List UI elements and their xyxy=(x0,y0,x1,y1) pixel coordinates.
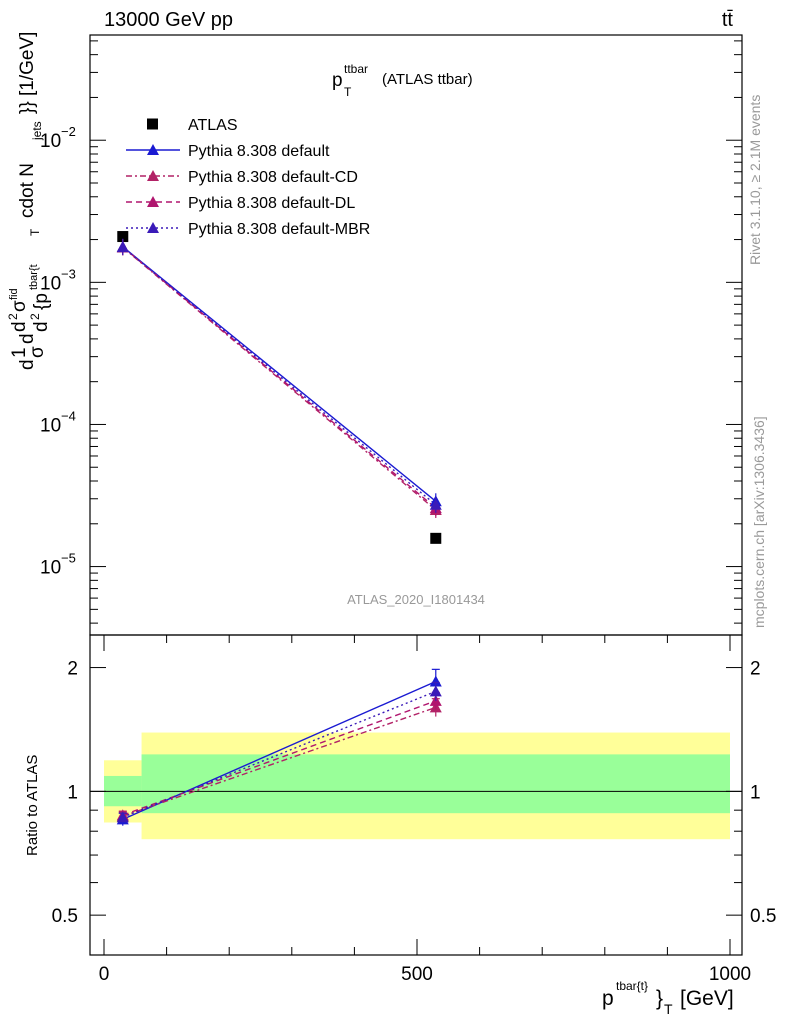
y-axis-label-ratio: Ratio to ATLAS xyxy=(24,755,41,856)
y-axis-label-main: d 1 σ d d 2 σ fid d 2 {p tbar{t T cdot N… xyxy=(6,32,52,370)
header-left: 13000 GeV pp xyxy=(104,9,233,31)
legend-marker-2 xyxy=(147,170,159,181)
y-tick-label-exp-3: −2 xyxy=(61,124,76,139)
ylabel-p6: 2 xyxy=(6,313,20,320)
legend-marker-4 xyxy=(147,222,159,233)
y-tick-label-2: 10 xyxy=(40,273,61,294)
main-point-0-1 xyxy=(430,532,442,544)
ylabel-p13: T xyxy=(28,228,42,236)
ratio-frame xyxy=(89,634,743,956)
mcplots-label: mcplots.cern.ch [arXiv:1306.3436] xyxy=(751,416,767,628)
ylabel-p3: σ xyxy=(27,346,48,358)
main-series-line-4 xyxy=(122,246,437,506)
xlabel-base: p xyxy=(602,987,614,1010)
ratio-y-tick-label-right-1: 1 xyxy=(750,782,761,803)
ratio-series-layer xyxy=(116,668,442,826)
header-right: tt̄ xyxy=(722,9,734,31)
x-axis-label: p tbar{t} } T [GeV] xyxy=(602,979,734,1017)
main-series-layer xyxy=(116,231,442,544)
y-tick-label-3: 10 xyxy=(40,131,61,152)
ylabel-p11: {p xyxy=(31,293,52,310)
ylabel-p12: tbar{t xyxy=(28,264,40,290)
ylabel-p5: d xyxy=(9,321,30,332)
x-tick-label-0: 0 xyxy=(99,964,110,985)
legend: ATLAS Pythia 8.308 default Pythia 8.308 de… xyxy=(126,117,370,238)
ratio-y-tick-label-right-2: 2 xyxy=(750,659,761,680)
y-tick-label-exp-0: −5 xyxy=(61,551,76,566)
y-tick-label-exp-1: −4 xyxy=(61,408,76,423)
x-axis-ticks: 0 500 1000 xyxy=(99,635,751,985)
xlabel-sup: tbar{t} xyxy=(616,979,648,993)
ylabel-p4: d xyxy=(17,333,38,344)
plot-title-suffix: (ATLAS ttbar) xyxy=(382,71,473,88)
ylabel-p16: }} [1/GeV] xyxy=(17,32,38,114)
ratio-point-0-1 xyxy=(429,675,442,687)
main-series-line-1 xyxy=(122,246,437,502)
y-tick-label-0: 10 xyxy=(40,558,61,579)
plot-title-sup: ttbar xyxy=(344,62,368,76)
ylabel-p7: σ xyxy=(9,300,30,312)
ratio-y-tick-label-1: 1 xyxy=(67,782,78,803)
main-y-ticks: 10−510−410−310−2 xyxy=(40,40,742,624)
x-tick-label-1: 500 xyxy=(401,964,433,985)
y-tick-label-exp-2: −3 xyxy=(61,266,76,281)
main-panel: 10−510−410−310−2 xyxy=(40,34,743,636)
plot-title: p ttbar T (ATLAS ttbar) xyxy=(332,62,473,99)
plot-title-sub: T xyxy=(344,85,352,99)
main-point-4-0 xyxy=(116,241,129,253)
plot-title-base: p xyxy=(332,70,343,91)
legend-marker-0 xyxy=(147,118,158,130)
analysis-watermark: ATLAS_2020_I1801434 xyxy=(347,592,485,607)
legend-label-2: Pythia 8.308 default-CD xyxy=(188,169,358,186)
legend-marker-1 xyxy=(147,144,159,155)
main-series-line-3 xyxy=(122,246,437,509)
ratio-series-line-3 xyxy=(122,690,437,818)
ratio-series-line-1 xyxy=(122,706,437,817)
legend-label-0: ATLAS xyxy=(188,117,238,134)
y-tick-label-1: 10 xyxy=(40,415,61,436)
ylabel-p10: 2 xyxy=(28,313,42,320)
x-tick-label-2: 1000 xyxy=(709,964,751,985)
legend-marker-3 xyxy=(147,196,159,207)
ratio-point-3-1 xyxy=(429,685,442,697)
ylabel-p1: d xyxy=(17,359,38,370)
legend-label-4: Pythia 8.308 default-MBR xyxy=(188,221,370,238)
ylabel-p15: jets xyxy=(30,121,44,141)
ratio-y-tick-label-2: 2 xyxy=(67,659,78,680)
ratio-panel: 0.5 0.5 1 1 2 2 0 500 1000 xyxy=(52,634,777,985)
xlabel-sub: T xyxy=(664,1001,673,1017)
ylabel-p9: d xyxy=(31,321,52,332)
ratio-point-3-0 xyxy=(116,811,129,823)
ratio-y-ticks: 0.5 0.5 1 1 2 2 xyxy=(52,659,777,928)
ratio-uncertainty-bands xyxy=(90,732,742,840)
legend-label-3: Pythia 8.308 default-DL xyxy=(188,195,355,212)
ylabel-p14: cdot N xyxy=(17,163,38,218)
ratio-y-tick-label-right-0: 0.5 xyxy=(750,906,776,927)
main-point-4-1 xyxy=(429,498,442,510)
ylabel-p8: fid xyxy=(8,288,20,300)
ratio-y-tick-label-0: 0.5 xyxy=(52,906,78,927)
ylabel-p2: 1 xyxy=(9,347,30,358)
main-series-line-2 xyxy=(122,246,437,511)
xlabel-unit: [GeV] xyxy=(680,987,734,1010)
green-band-1 xyxy=(141,754,730,814)
legend-label-1: Pythia 8.308 default xyxy=(188,143,330,160)
xlabel-brace: } xyxy=(656,987,663,1010)
rivet-version-label: Rivet 3.1.10, ≥ 2.1M events xyxy=(747,95,763,265)
main-point-0-0 xyxy=(117,231,129,243)
